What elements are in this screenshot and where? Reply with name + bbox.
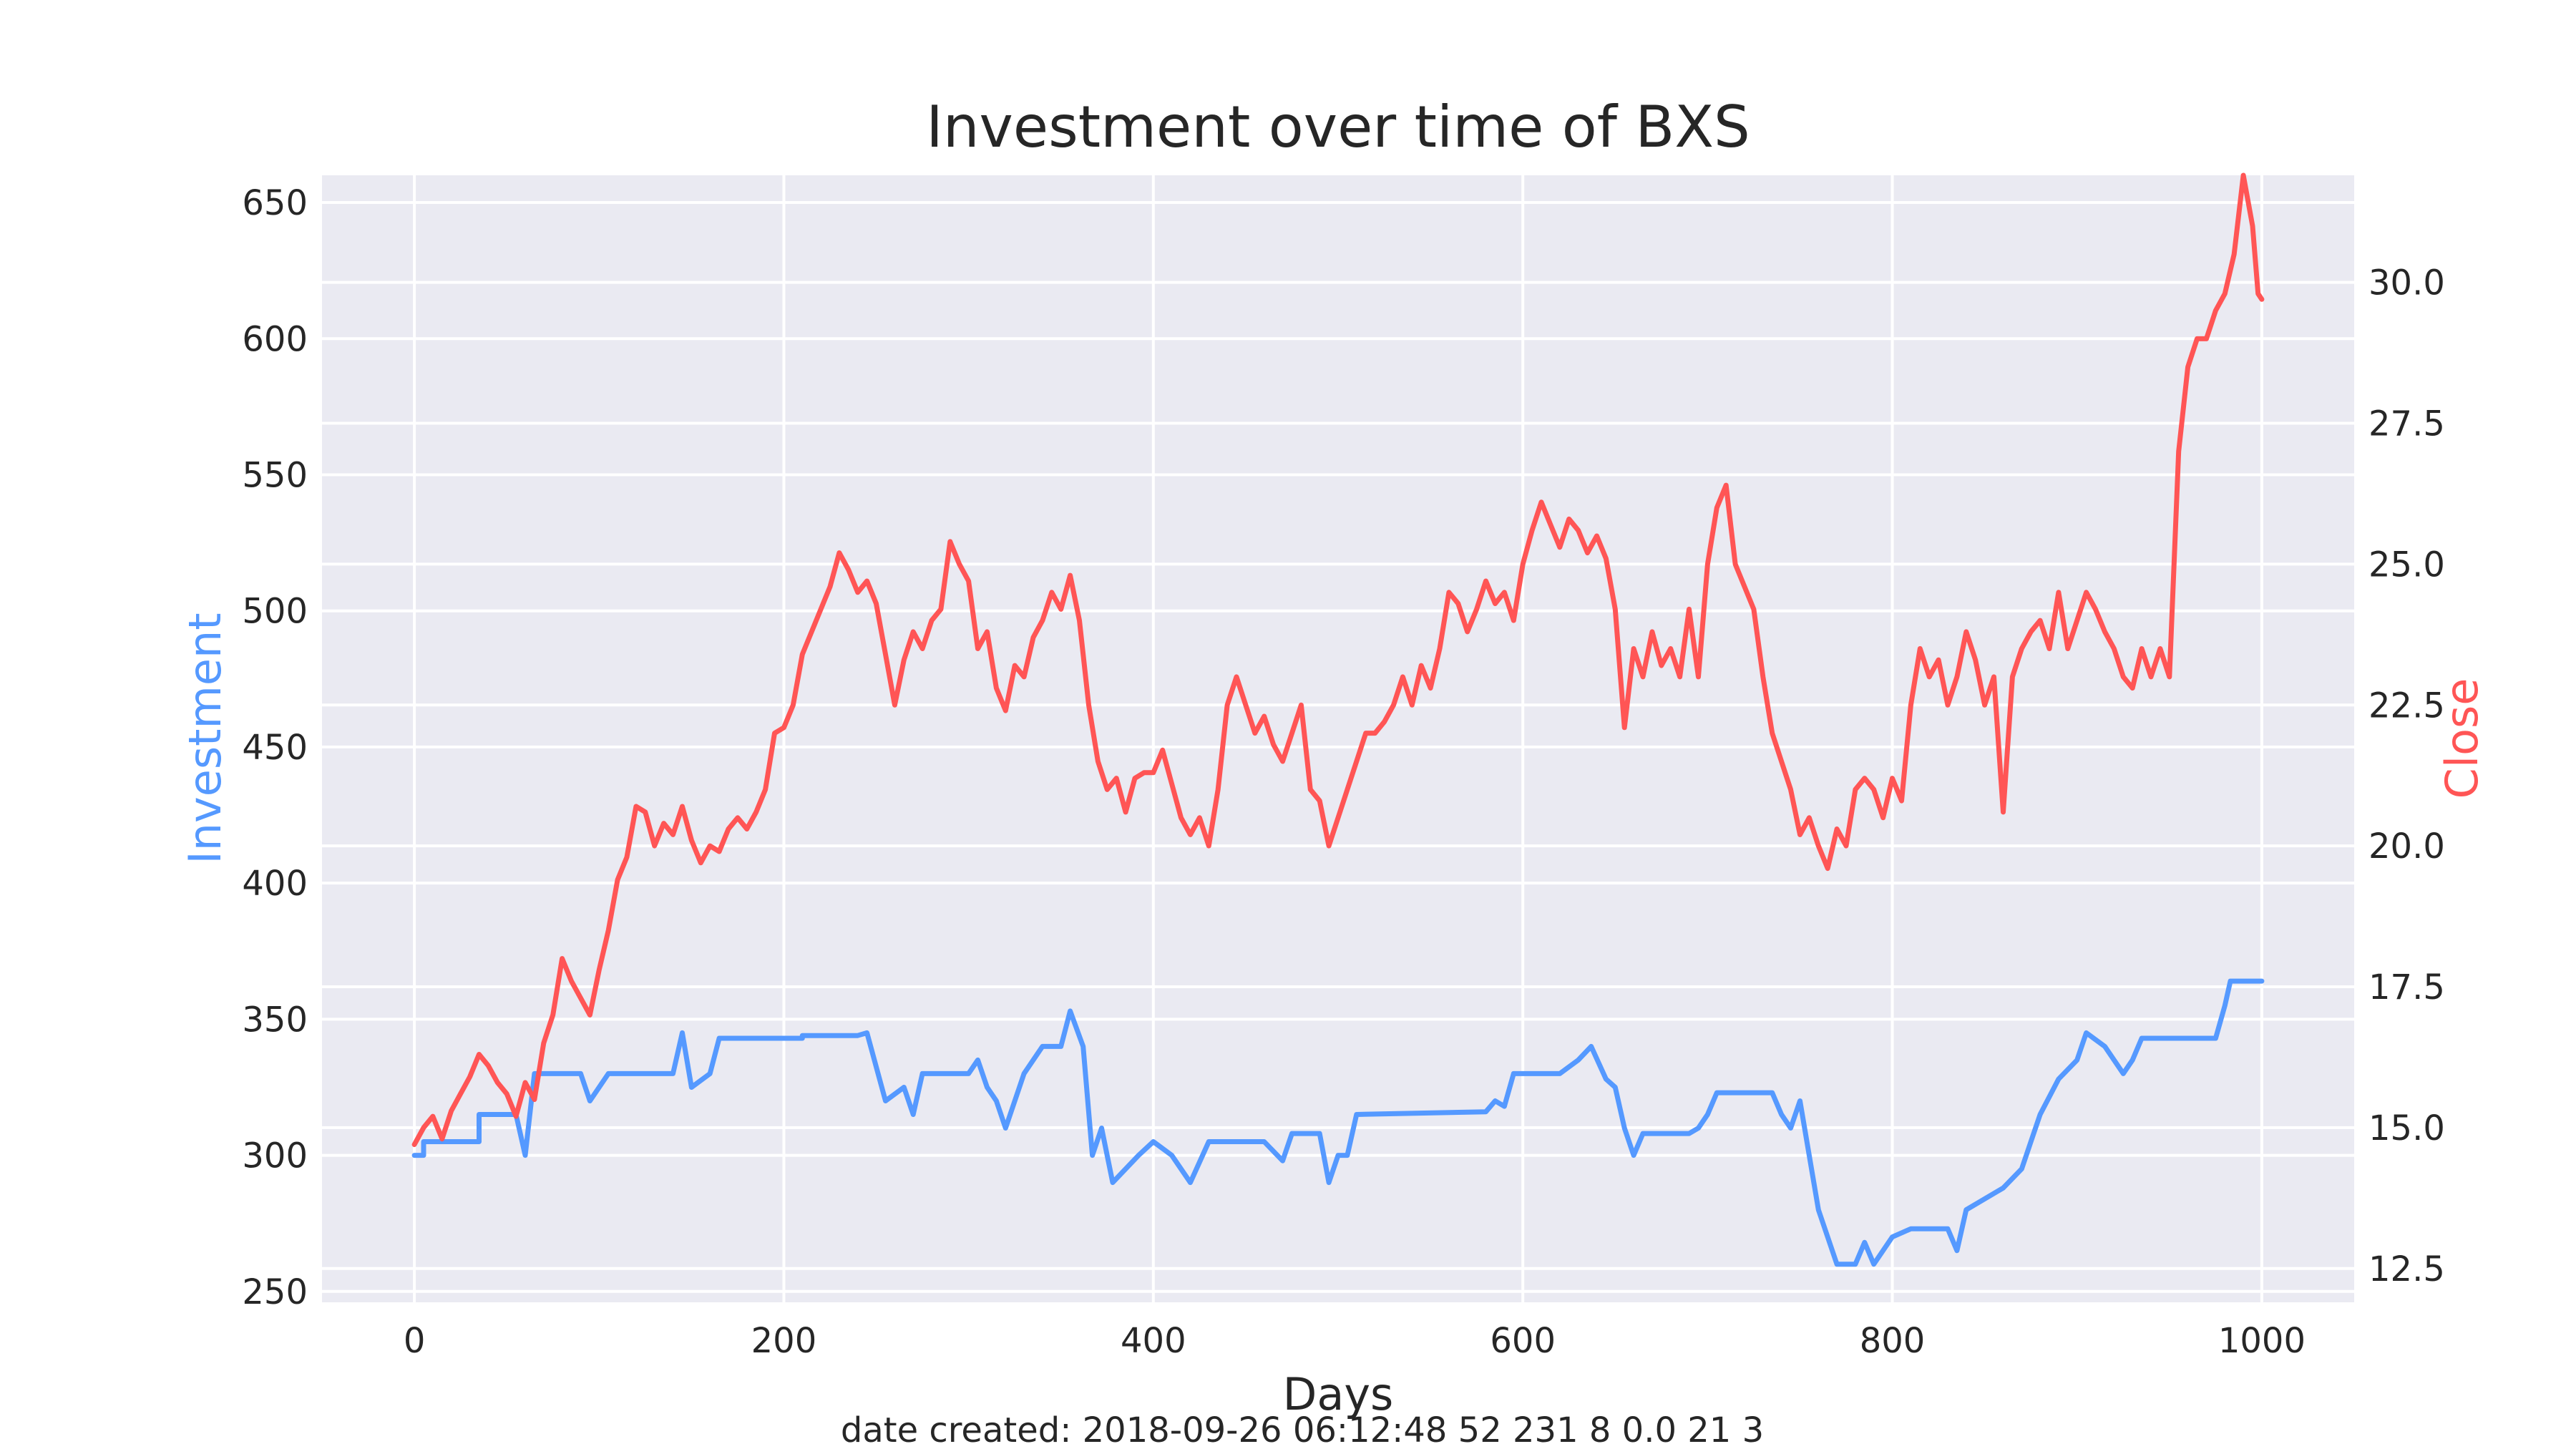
series-lines xyxy=(411,172,2265,1267)
left-y-tick-label: 650 xyxy=(242,183,308,223)
left-y-tick-label: 450 xyxy=(242,728,308,768)
x-tick-label: 800 xyxy=(1860,1321,1926,1361)
x-axis-label: Days xyxy=(1283,1368,1394,1420)
left-y-tick-label: 250 xyxy=(242,1272,308,1312)
left-y-tick-label: 600 xyxy=(242,319,308,359)
left-y-tick-label: 350 xyxy=(242,1000,308,1040)
left-y-tick-label: 550 xyxy=(242,455,308,495)
x-tick-label: 400 xyxy=(1121,1321,1186,1361)
right-y-tick-label: 25.0 xyxy=(2368,545,2445,585)
x-tick-labels: 0 200 400 600 800 1000 xyxy=(404,1321,2306,1361)
right-y-tick-label: 12.5 xyxy=(2368,1249,2445,1289)
left-y-tick-label: 300 xyxy=(242,1136,308,1176)
grid-lines xyxy=(322,175,2354,1302)
left-y-tick-label: 400 xyxy=(242,864,308,904)
series-line-investment xyxy=(411,978,2265,1267)
x-tick-label: 1000 xyxy=(2218,1321,2306,1361)
left-y-tick-labels: 250 300 350 400 450 500 550 600 650 xyxy=(242,183,308,1312)
footer-text: date created: 2018-09-26 06:12:48 52 231… xyxy=(841,1410,1764,1449)
right-y-tick-label: 22.5 xyxy=(2368,686,2445,726)
series-line-close xyxy=(411,172,2265,1147)
x-tick-label: 600 xyxy=(1490,1321,1556,1361)
chart-title: Investment over time of BXS xyxy=(926,94,1750,160)
right-y-tick-labels: 12.5 15.0 17.5 20.0 22.5 25.0 27.5 30.0 xyxy=(2368,263,2445,1289)
x-tick-label: 0 xyxy=(404,1321,426,1361)
right-y-tick-label: 17.5 xyxy=(2368,967,2445,1008)
right-y-tick-label: 15.0 xyxy=(2368,1108,2445,1148)
right-y-axis-label: Close xyxy=(2436,678,2488,799)
right-y-tick-label: 30.0 xyxy=(2368,263,2445,303)
x-tick-label: 200 xyxy=(751,1321,817,1361)
left-y-tick-label: 500 xyxy=(242,592,308,632)
right-y-tick-label: 27.5 xyxy=(2368,404,2445,444)
left-y-axis-label: Investment xyxy=(179,613,231,864)
right-y-tick-label: 20.0 xyxy=(2368,826,2445,867)
plot-background xyxy=(322,175,2354,1302)
